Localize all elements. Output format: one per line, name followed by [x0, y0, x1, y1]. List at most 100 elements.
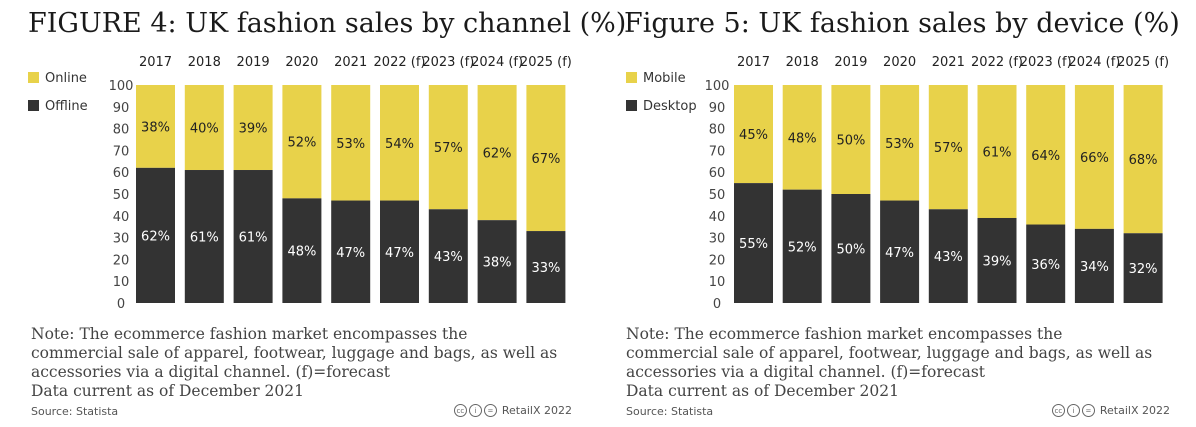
- data-label-offline: 48%: [287, 245, 316, 260]
- bar-offline: [184, 170, 224, 303]
- bar-desktop: [831, 194, 871, 303]
- bar-mobile: [1074, 85, 1114, 229]
- category-label: 2021: [334, 55, 367, 70]
- bar-desktop: [928, 209, 968, 303]
- legend-label-desktop: Desktop: [643, 99, 697, 114]
- data-label-mobile: 61%: [983, 145, 1012, 160]
- bar-online: [428, 85, 468, 210]
- credit-text: RetailX 2022: [501, 404, 572, 417]
- y-tick-label: 60: [113, 166, 130, 181]
- bar-mobile: [1123, 85, 1163, 234]
- credit: cc i = RetailX 2022: [453, 404, 572, 417]
- bar-online: [526, 85, 566, 232]
- data-label-offline: 61%: [239, 231, 268, 246]
- data-label-online: 40%: [190, 122, 219, 137]
- bar-mobile: [977, 85, 1017, 218]
- y-tick-label: 20: [113, 253, 130, 268]
- data-label-offline: 47%: [336, 246, 365, 261]
- y-tick-label: 10: [709, 275, 726, 290]
- data-label-desktop: 39%: [983, 254, 1012, 269]
- note-line: Note: The ecommerce fashion market encom…: [626, 325, 1063, 343]
- y-tick-label: 100: [109, 79, 134, 94]
- credit-text: RetailX 2022: [1099, 404, 1170, 417]
- data-label-offline: 62%: [141, 229, 170, 244]
- source-text: Source: Statista: [626, 405, 714, 418]
- note-line: accessories via a digital channel. (f)=f…: [31, 363, 391, 381]
- bar-desktop: [880, 200, 920, 303]
- y-tick-label: 0: [713, 297, 721, 312]
- bar-online: [380, 85, 419, 201]
- y-tick-label: 70: [709, 144, 726, 159]
- legend-swatch-offline: [28, 100, 39, 111]
- bar-offline: [233, 170, 273, 303]
- bar-online: [477, 85, 517, 221]
- legend-label-mobile: Mobile: [643, 71, 686, 86]
- data-label-mobile: 64%: [1031, 149, 1060, 164]
- data-label-mobile: 50%: [836, 134, 865, 149]
- legend-label-offline: Offline: [45, 99, 88, 114]
- data-label-mobile: 68%: [1129, 153, 1158, 168]
- data-label-online: 62%: [483, 147, 512, 162]
- data-label-mobile: 48%: [788, 131, 817, 146]
- creative-commons-icon: cc i =: [1051, 404, 1095, 417]
- bar-offline: [477, 220, 517, 303]
- category-label: 2023 (f): [422, 55, 474, 70]
- chart-note: Note: The ecommerce fashion market encom…: [626, 325, 1152, 401]
- data-label-online: 39%: [239, 122, 268, 137]
- bar-desktop: [734, 183, 773, 303]
- bar-mobile: [734, 85, 773, 184]
- y-tick-label: 10: [113, 275, 130, 290]
- data-label-offline: 33%: [531, 261, 560, 276]
- data-label-online: 53%: [336, 137, 365, 152]
- y-tick-label: 90: [113, 101, 130, 116]
- note-line: Note: The ecommerce fashion market encom…: [31, 325, 468, 343]
- data-label-mobile: 57%: [934, 141, 963, 156]
- data-label-desktop: 32%: [1129, 262, 1158, 277]
- category-label: 2025 (f): [520, 55, 572, 70]
- bar-desktop: [782, 189, 822, 303]
- category-label: 2022 (f): [374, 55, 426, 70]
- category-label: 2020: [285, 55, 318, 70]
- data-label-desktop: 47%: [885, 246, 914, 261]
- category-label: 2020: [883, 55, 916, 70]
- data-label-desktop: 50%: [836, 243, 865, 258]
- y-tick-label: 90: [709, 101, 726, 116]
- data-label-desktop: 55%: [739, 237, 768, 252]
- bar-mobile: [782, 85, 822, 190]
- y-tick-label: 0: [117, 297, 125, 312]
- bar-offline: [526, 231, 566, 303]
- y-tick-label: 40: [113, 210, 130, 225]
- category-label: 2019: [237, 55, 270, 70]
- figure-4-panel: FIGURE 4: UK fashion sales by channel (%…: [28, 8, 626, 418]
- bar-online: [184, 85, 224, 171]
- credit: cc i = RetailX 2022: [1051, 404, 1170, 417]
- y-tick-label: 100: [705, 79, 730, 94]
- data-label-mobile: 45%: [739, 128, 768, 143]
- data-label-online: 52%: [287, 136, 316, 151]
- y-tick-label: 80: [709, 123, 726, 138]
- y-tick-label: 60: [709, 166, 726, 181]
- bar-online: [233, 85, 273, 171]
- note-line: accessories via a digital channel. (f)=f…: [626, 363, 986, 381]
- category-label: 2022 (f): [971, 55, 1023, 70]
- category-label: 2024 (f): [471, 55, 523, 70]
- bar-mobile: [831, 85, 871, 194]
- note-line: commercial sale of apparel, footwear, lu…: [626, 344, 1153, 362]
- data-label-offline: 38%: [483, 256, 512, 271]
- note-line: Data current as of December 2021: [626, 382, 900, 400]
- category-label: 2018: [786, 55, 819, 70]
- legend-swatch-desktop: [626, 100, 637, 111]
- data-label-online: 38%: [141, 120, 170, 135]
- data-label-offline: 47%: [385, 246, 414, 261]
- y-tick-label: 80: [113, 123, 130, 138]
- legend-swatch-mobile: [626, 72, 637, 83]
- y-tick-label: 50: [709, 188, 726, 203]
- category-label: 2025 (f): [1117, 55, 1169, 70]
- bar-offline: [380, 200, 419, 303]
- y-tick-label: 30: [113, 232, 130, 247]
- legend-label-online: Online: [45, 71, 87, 86]
- bar-desktop: [1074, 228, 1114, 303]
- y-tick-label: 50: [113, 188, 130, 203]
- chart-title: Figure 5: UK fashion sales by device (%): [624, 8, 1180, 39]
- data-label-desktop: 43%: [934, 250, 963, 265]
